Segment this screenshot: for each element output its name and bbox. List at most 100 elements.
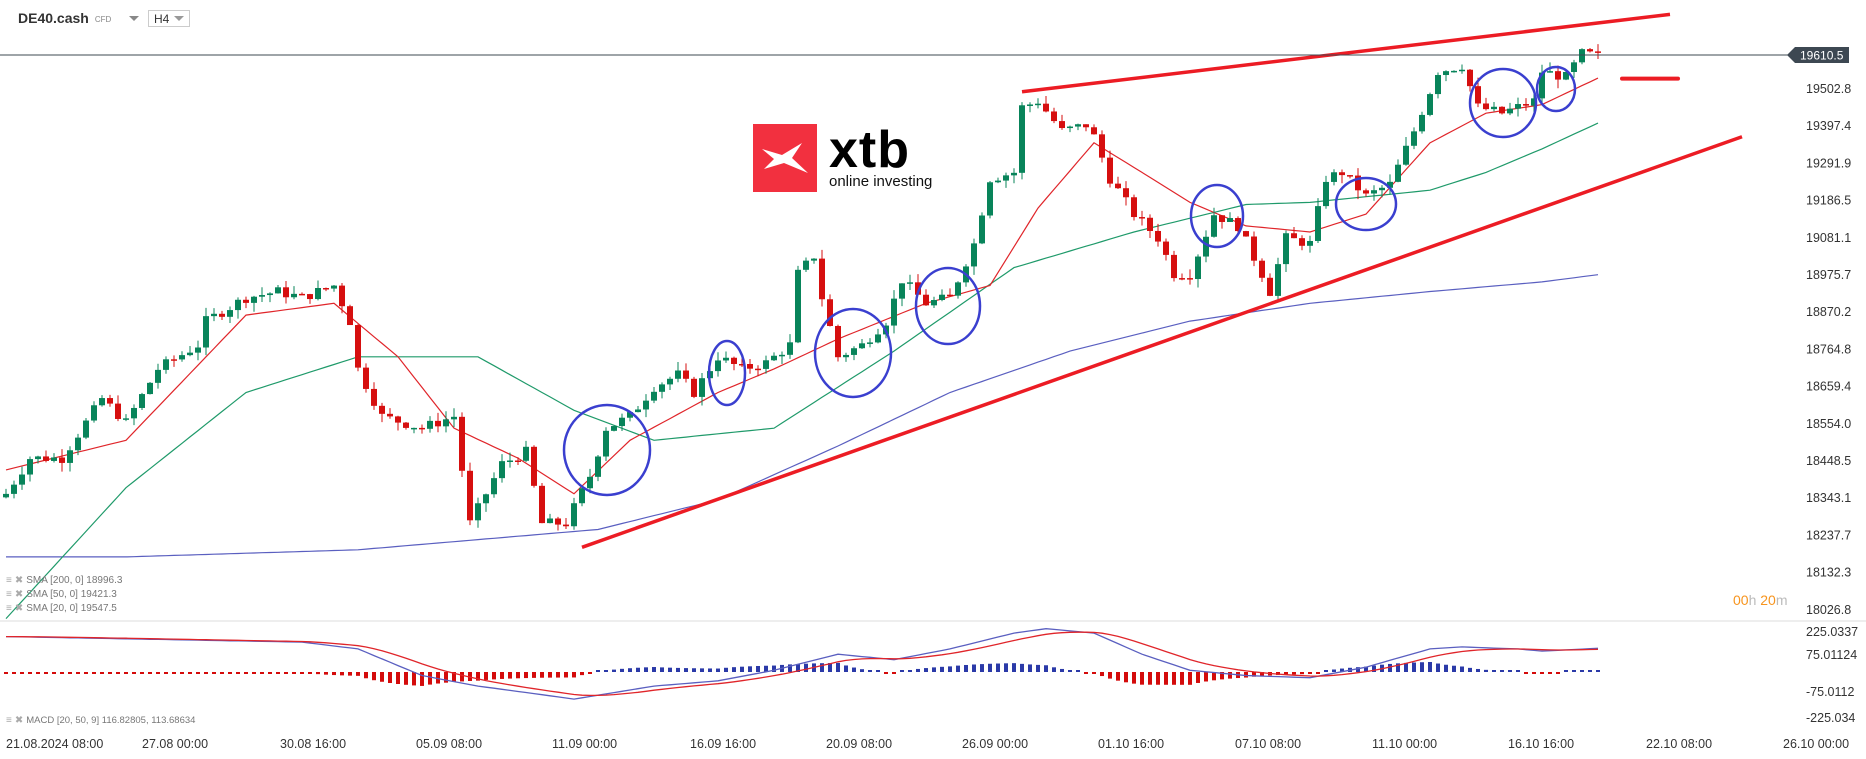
candle-body	[827, 299, 833, 326]
candle-body	[291, 293, 297, 298]
candle-body	[779, 354, 785, 357]
candle-body	[1267, 277, 1273, 296]
macd-histogram-bar	[1356, 667, 1360, 672]
candle-body	[843, 354, 849, 358]
candle-body	[1539, 72, 1545, 99]
candle-body	[1499, 106, 1505, 114]
macd-histogram-bar	[212, 672, 216, 674]
macd-histogram-bar	[900, 670, 904, 672]
timeframe-select[interactable]: H4	[148, 10, 190, 27]
macd-histogram-bar	[1564, 670, 1568, 672]
time-axis-label: 05.09 08:00	[416, 737, 482, 751]
remove-icon[interactable]: ✖	[14, 603, 24, 614]
candle-body	[467, 470, 473, 521]
candle-body	[195, 347, 201, 353]
price-axis-label: 18132.3	[1806, 566, 1851, 580]
candle-body	[227, 310, 233, 317]
macd-histogram-bar	[940, 666, 944, 672]
price-axis-label: 18343.1	[1806, 491, 1851, 505]
macd-histogram-bar	[772, 665, 776, 672]
candle-body	[939, 294, 945, 301]
current-price-value: 19610.5	[1800, 49, 1844, 63]
macd-axis-label: 225.0337	[1806, 625, 1858, 639]
candle-body	[699, 378, 705, 397]
indicator-legend-macd[interactable]: ≡ ✖ MACD [20, 50, 9] 116.82805, 113.6863…	[6, 715, 195, 727]
remove-icon[interactable]: ✖	[14, 575, 24, 586]
candle-body	[539, 485, 545, 524]
settings-icon[interactable]: ≡	[6, 603, 12, 614]
price-axis-label: 18764.8	[1806, 342, 1851, 356]
candle-body	[1347, 175, 1353, 177]
macd-histogram-bar	[476, 672, 480, 681]
candle-body	[1243, 231, 1249, 237]
highlight-circle	[914, 266, 982, 346]
highlight-circle	[1334, 176, 1398, 232]
macd-histogram-bar	[1188, 672, 1192, 685]
candle-body	[1507, 108, 1513, 114]
candle-body	[1355, 175, 1361, 191]
macd-histogram-bar	[692, 668, 696, 672]
indicator-legend-sma200[interactable]: ≡ ✖ SMA [200, 0] 18996.3	[6, 575, 122, 587]
indicator-legend-sma50[interactable]: ≡ ✖ SMA [50, 0] 19421.3	[6, 589, 117, 601]
macd-histogram-bar	[124, 672, 128, 674]
time-axis-label: 16.10 16:00	[1508, 737, 1574, 751]
macd-histogram-bar	[340, 672, 344, 676]
macd-histogram-bar	[836, 662, 840, 672]
macd-histogram-bar	[1220, 672, 1224, 680]
symbol-selector[interactable]: DE40.cash CFD	[18, 10, 140, 26]
candle-body	[1211, 215, 1217, 237]
macd-histogram-bar	[1492, 670, 1496, 672]
macd-histogram-bar	[636, 667, 640, 672]
candle-body	[1067, 126, 1073, 129]
candle-countdown: 00h 20m	[1733, 592, 1788, 608]
time-axis-label: 21.08.2024 08:00	[6, 737, 103, 751]
macd-histogram-bar	[756, 665, 760, 672]
timer-minutes: 20	[1760, 592, 1776, 608]
candle-body	[1475, 86, 1481, 104]
macd-histogram-bar	[1460, 666, 1464, 672]
settings-icon[interactable]: ≡	[6, 575, 12, 586]
candle-body	[667, 378, 673, 385]
macd-histogram-bar	[372, 672, 376, 681]
macd-histogram-bar	[500, 672, 504, 679]
candle-body	[267, 293, 273, 296]
candle-body	[1091, 127, 1097, 135]
macd-histogram-bar	[700, 668, 704, 672]
macd-histogram-bar	[60, 672, 64, 674]
macd-histogram-bar	[1396, 663, 1400, 672]
candle-body	[307, 294, 313, 300]
candle-body	[475, 503, 481, 521]
macd-histogram-bar	[652, 667, 656, 672]
candle-body	[1051, 111, 1057, 122]
candle-body	[1371, 190, 1377, 194]
macd-histogram-bar	[916, 668, 920, 672]
macd-histogram-bar	[1452, 665, 1456, 672]
time-axis-label: 16.09 16:00	[690, 737, 756, 751]
candle-body	[371, 388, 377, 406]
macd-histogram-bar	[28, 672, 32, 674]
macd-histogram-bar	[388, 672, 392, 684]
candle-body	[1075, 124, 1081, 127]
candle-body	[1027, 104, 1033, 106]
macd-histogram-bar	[556, 672, 560, 678]
settings-icon[interactable]: ≡	[6, 715, 12, 726]
candle-body	[595, 456, 601, 477]
candle-body	[683, 370, 689, 379]
remove-icon[interactable]: ✖	[14, 589, 24, 600]
remove-icon[interactable]: ✖	[14, 715, 24, 726]
highlight-circle	[813, 307, 893, 399]
macd-histogram-bar	[1508, 670, 1512, 672]
settings-icon[interactable]: ≡	[6, 589, 12, 600]
macd-histogram-bar	[156, 672, 160, 674]
candle-body	[387, 413, 393, 417]
candle-body	[659, 384, 665, 392]
candle-body	[763, 360, 769, 369]
macd-histogram-bar	[428, 672, 432, 685]
macd-histogram-bar	[116, 672, 120, 674]
indicator-legend-sma20[interactable]: ≡ ✖ SMA [20, 0] 19547.5	[6, 603, 117, 615]
candle-body	[1003, 175, 1009, 181]
candle-body	[1147, 217, 1153, 231]
macd-histogram-bar	[1572, 670, 1576, 672]
candle-body	[203, 316, 209, 348]
